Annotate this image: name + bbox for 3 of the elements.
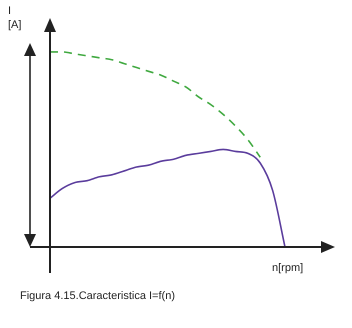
y-axis-title: I [A]	[8, 4, 22, 32]
x-axis-title: n[rpm]	[272, 262, 304, 274]
text: Figura 4.15.Caracteristica I=f(n)	[20, 290, 175, 302]
